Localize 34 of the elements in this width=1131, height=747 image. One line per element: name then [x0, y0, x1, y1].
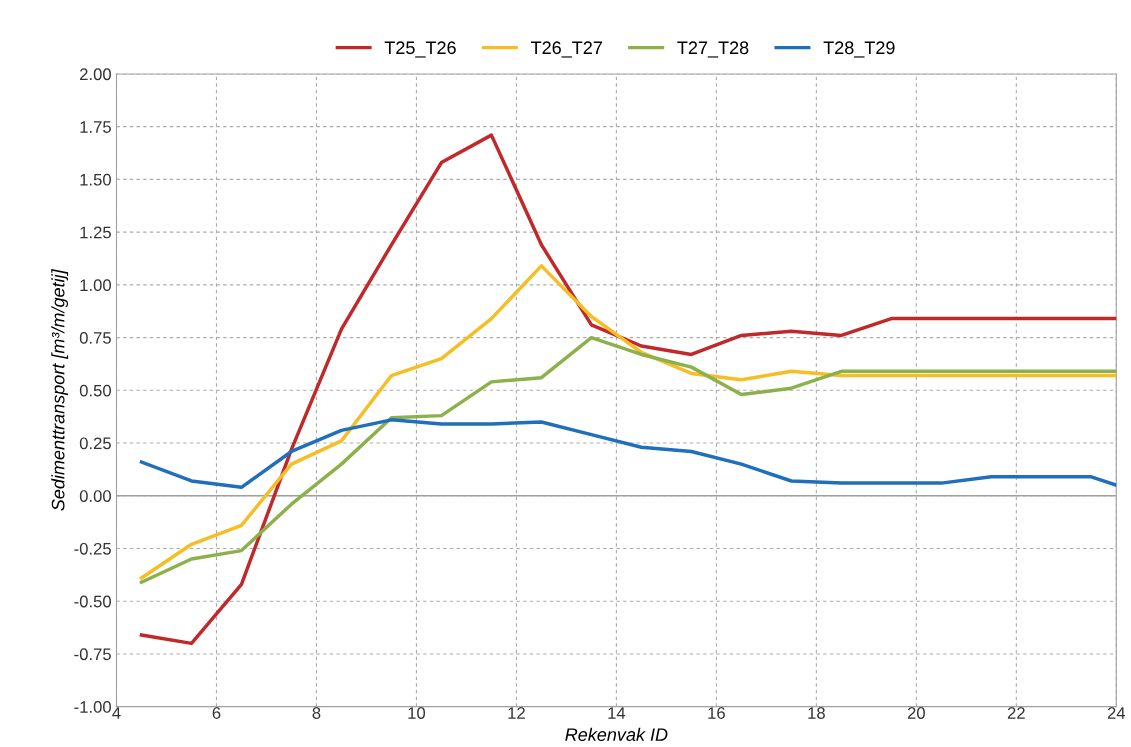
y-tick-label: 1.50	[80, 173, 111, 186]
y-tick-label: 0.25	[79, 437, 111, 450]
y-tick-label: -0.25	[74, 542, 111, 555]
legend-label: T26_T27	[531, 41, 602, 58]
x-tick-label: 8	[312, 707, 321, 719]
y-axis-title: Sedimenttransport [m³/m/getij]	[51, 269, 69, 511]
x-tick-label: 12	[508, 707, 525, 719]
x-tick-label: 24	[1107, 707, 1126, 719]
x-tick-label: 22	[1007, 707, 1025, 719]
y-tick-label: -0.50	[74, 595, 111, 608]
x-tick-label: 20	[907, 707, 925, 719]
x-tick-label: 10	[408, 707, 426, 719]
line-series	[139, 335, 1117, 584]
legend-label: T27_T28	[677, 41, 749, 58]
y-tick-label: -1.00	[74, 701, 111, 713]
line-series	[139, 264, 1117, 580]
y-tick-label: 0.50	[79, 384, 111, 397]
line-series	[139, 418, 1117, 490]
y-tick-label: 1.00	[80, 279, 111, 292]
x-axis-title: Rekenvak ID	[565, 727, 668, 742]
y-tick-label: 0.00	[79, 490, 111, 502]
y-tick-label: -0.75	[74, 648, 111, 661]
y-tick-label: 1.25	[80, 226, 111, 239]
y-tick-label: 2.00	[80, 68, 111, 81]
line-series	[139, 133, 1117, 646]
legend-label: T25_T26	[384, 41, 456, 58]
legend-label: T28_T29	[823, 41, 895, 58]
x-tick-label: 16	[708, 707, 725, 719]
y-tick-label: 1.75	[80, 121, 111, 133]
y-tick-label: 0.75	[79, 331, 111, 344]
x-tick-label: 14	[608, 707, 626, 719]
x-tick-label: 6	[212, 707, 221, 719]
x-tick-label: 18	[808, 707, 825, 719]
x-tick-label: 4	[112, 707, 121, 719]
